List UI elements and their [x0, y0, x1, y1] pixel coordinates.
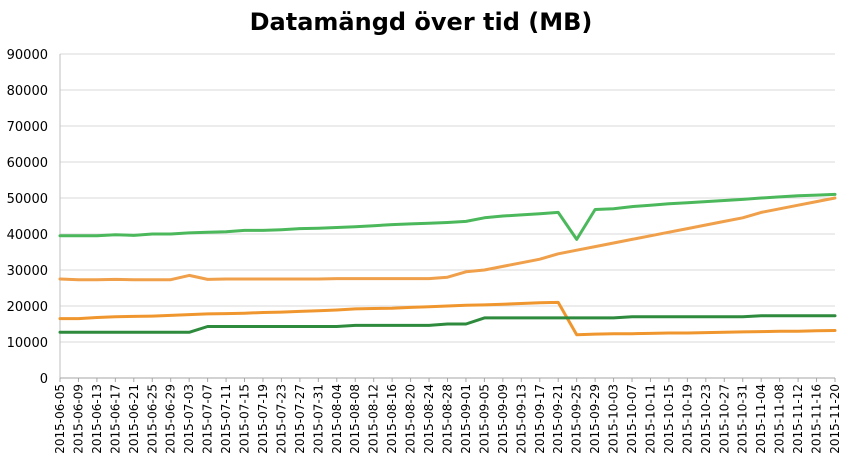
x-tick-label: 2015-11-12	[791, 384, 805, 454]
x-tick-label: 2015-09-05	[477, 384, 491, 454]
x-tick-label: 2015-08-12	[367, 384, 381, 454]
x-tick-label: 2015-09-01	[459, 384, 473, 454]
x-tick-label: 2015-10-19	[680, 384, 694, 454]
x-tick-label: 2015-09-13	[514, 384, 528, 454]
series-line-3	[58, 300, 837, 337]
y-tick-label: 60000	[7, 156, 48, 171]
x-tick-label: 2015-09-29	[588, 384, 602, 454]
x-tick-label: 2015-09-09	[496, 384, 510, 454]
y-tick-label: 0	[40, 372, 48, 387]
x-tick-label: 2015-09-25	[570, 384, 584, 454]
series-lines	[58, 192, 837, 337]
series-line-2	[58, 196, 837, 282]
x-tick-label: 2015-11-08	[773, 384, 787, 454]
x-tick-label: 2015-10-03	[607, 384, 621, 454]
x-tick-label: 2015-07-15	[238, 384, 252, 454]
x-tick-label: 2015-06-25	[145, 384, 159, 454]
x-tick-label: 2015-06-29	[164, 384, 178, 454]
y-tick-labels: 0 10000 20000 30000 40000 50000 60000 70000 8000…	[7, 48, 48, 387]
y-tick-label: 90000	[7, 48, 48, 63]
x-tick-label: 2015-10-15	[662, 384, 676, 454]
x-tick-label: 2015-07-27	[293, 384, 307, 454]
y-tick-label: 30000	[7, 264, 48, 279]
x-tick-label: 2015-11-16	[810, 384, 824, 454]
x-tick-label: 2015-10-31	[736, 384, 750, 454]
x-tick-label: 2015-08-04	[330, 384, 344, 454]
y-tick-label: 50000	[7, 192, 48, 207]
x-tick-label: 2015-07-03	[182, 384, 196, 454]
series-line-1	[58, 192, 837, 241]
x-tick-label: 2015-06-05	[53, 384, 67, 454]
x-tick-labels: 2015-06-05 2015-06-09 2015-06-13 2015-06-17…	[53, 384, 842, 454]
gridlines	[60, 53, 835, 343]
x-tick-label: 2015-11-04	[754, 384, 768, 454]
x-tick-label: 2015-10-11	[643, 384, 657, 454]
series-line-4	[58, 314, 837, 334]
x-tick-label: 2015-10-23	[699, 384, 713, 454]
x-tick-label: 2015-07-31	[311, 384, 325, 454]
x-tick-label: 2015-08-08	[348, 384, 362, 454]
x-tick-label: 2015-06-21	[127, 384, 141, 454]
x-tick-label: 2015-07-11	[219, 384, 233, 454]
x-tick-label: 2015-06-13	[90, 384, 104, 454]
x-tick-label: 2015-09-21	[551, 384, 565, 454]
x-tick-label: 2015-07-19	[256, 384, 270, 454]
x-tick-label: 2015-09-17	[533, 384, 547, 454]
chart-title: Datamängd över tid (MB)	[249, 8, 593, 36]
x-tick-label: 2015-11-20	[828, 384, 842, 454]
x-tick-label: 2015-08-28	[441, 384, 455, 454]
y-tick-label: 20000	[7, 300, 48, 315]
x-tick-label: 2015-07-07	[201, 384, 215, 454]
axes	[59, 54, 836, 382]
y-tick-label: 70000	[7, 120, 48, 135]
x-tick-label: 2015-08-24	[422, 384, 436, 454]
y-tick-label: 80000	[7, 84, 48, 99]
x-tick-label: 2015-08-16	[385, 384, 399, 454]
x-tick-label: 2015-06-09	[71, 384, 85, 454]
x-tick-label: 2015-07-23	[274, 384, 288, 454]
y-tick-label: 40000	[7, 228, 48, 243]
x-tick-label: 2015-06-17	[108, 384, 122, 454]
x-tick-label: 2015-10-07	[625, 384, 639, 454]
x-tick-label: 2015-08-20	[404, 384, 418, 454]
y-tick-label: 10000	[7, 336, 48, 351]
x-tick-label: 2015-10-27	[717, 384, 731, 454]
